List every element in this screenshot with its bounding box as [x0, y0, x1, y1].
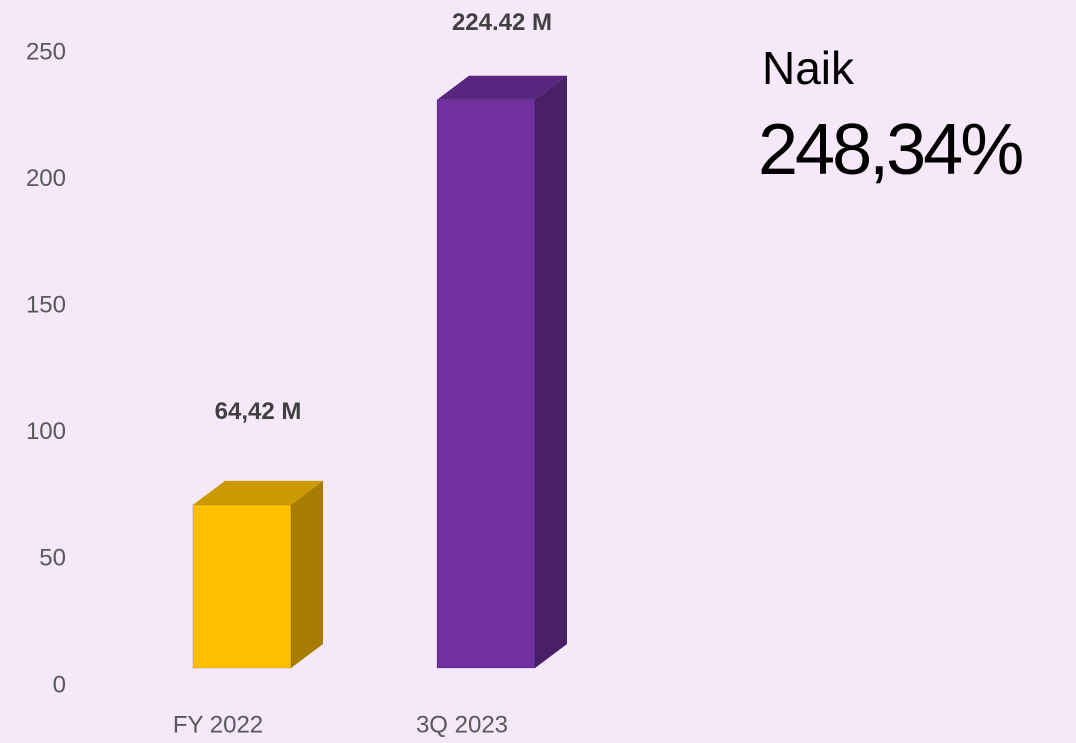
y-tick-label: 250 — [26, 38, 66, 65]
bar-side-shade — [535, 75, 567, 669]
bar — [192, 504, 292, 669]
y-tick-label: 50 — [39, 545, 66, 572]
value-label: 224.42 M — [452, 9, 552, 36]
bar-side-shade — [291, 480, 323, 668]
y-tick-label: 150 — [26, 292, 66, 319]
x-tick-label: 3Q 2023 — [416, 711, 508, 738]
bar-top — [437, 75, 567, 100]
annotation-value: 248,34% — [758, 110, 1022, 190]
y-tick-label: 200 — [26, 165, 66, 192]
bar-side — [291, 480, 323, 668]
bar-top-shade — [437, 75, 567, 100]
bar-side — [535, 75, 567, 669]
annotation-label: Naik — [762, 42, 855, 94]
x-tick-label: FY 2022 — [173, 711, 263, 738]
y-tick-label: 100 — [26, 418, 66, 445]
bar — [436, 99, 536, 669]
bar-top-shade — [193, 480, 323, 505]
value-label: 64,42 M — [215, 398, 302, 425]
y-tick-label: 0 — [53, 671, 66, 698]
bar-top — [193, 480, 323, 505]
